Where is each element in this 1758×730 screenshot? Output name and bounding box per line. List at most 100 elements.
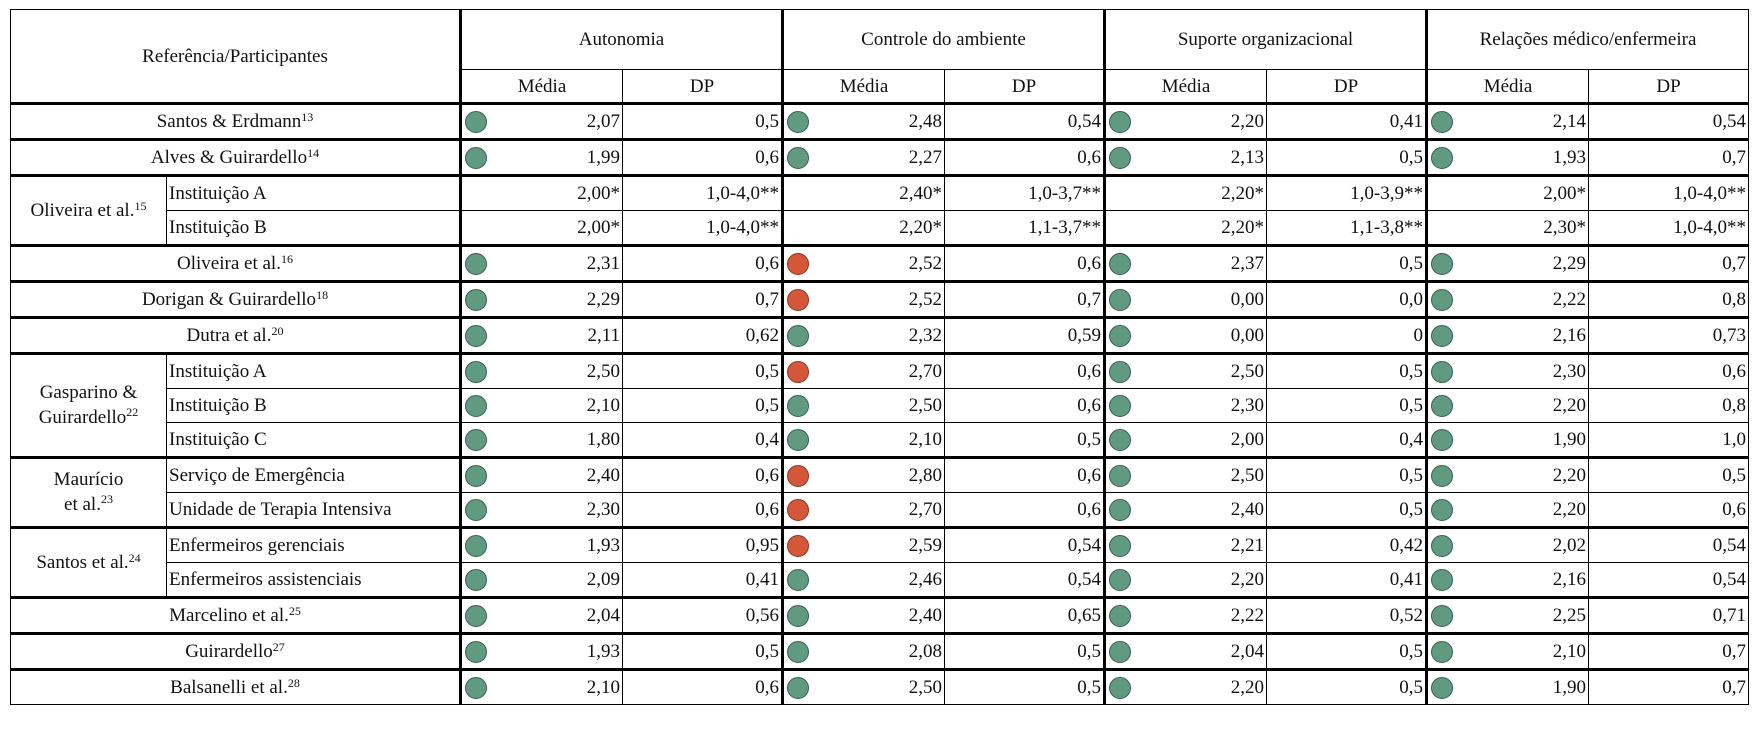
participant-cell: Instituição B [166,210,461,246]
green-dot-icon [465,568,487,591]
media-value: 1,93 [586,641,620,662]
media-cell: 2,20* [1103,174,1267,211]
dp-cell: 0,5 [622,388,783,423]
dp-cell: 0,7 [1588,244,1749,282]
dp-cell: 0,6 [622,138,783,176]
media-value: 2,48 [908,111,942,132]
green-dot-icon [1431,288,1453,311]
dp-cell: 0,6 [1588,492,1749,528]
media-value: 2,40 [908,605,942,626]
table-row: Guirardello27 1,93 0,5 2,08 0,5 2,04 0,5 2,10 0,… [10,632,1749,670]
dp-cell: 0,54 [944,562,1105,598]
dp-cell: 0,7 [1588,632,1749,670]
media-cell: 2,50 [781,668,945,705]
media-value: 2,30 [586,499,620,520]
media-cell: 2,50 [781,388,945,423]
dp-cell: 1,0-3,7** [944,174,1105,211]
media-cell: 1,93 [1425,138,1589,176]
dp-cell: 0,6 [944,138,1105,176]
green-dot-icon [1431,676,1453,699]
dp-cell: 0,6 [622,244,783,282]
media-value: 2,25 [1552,605,1586,626]
dp-cell: 1,0-4,0** [622,210,783,246]
participant-cell: Enfermeiros gerenciais [166,526,461,563]
media-cell: 2,80 [781,456,945,493]
media-cell: 2,20 [1103,102,1267,140]
results-table: Referência/Participantes Autonomia Contr… [10,9,1749,705]
media-value: 2,00* [577,183,620,204]
dp-cell: 0,6 [944,456,1105,493]
participant-cell: Instituição A [166,174,461,211]
participant-cell: Instituição C [166,422,461,458]
media-cell: 2,20 [1425,456,1589,493]
green-dot-icon [1431,394,1453,417]
green-dot-icon [1431,568,1453,591]
table-body: Santos & Erdmann13 2,07 0,5 2,48 0,54 2,20 0,4… [10,102,1749,705]
media-cell: 2,02 [1425,526,1589,563]
dp-cell: 1,0 [1588,422,1749,458]
media-cell: 0,00 [1103,280,1267,318]
media-cell: 2,11 [459,316,623,354]
media-cell: 2,10 [1425,632,1589,670]
dp-cell: 0,73 [1588,316,1749,354]
reference-name: Oliveira et al. [177,253,281,274]
green-dot-icon [1109,428,1131,451]
media-cell: 2,50 [1103,456,1267,493]
media-cell: 2,29 [1425,244,1589,282]
media-value: 2,20* [1221,183,1264,204]
media-value: 2,20* [1221,217,1264,238]
reference-cell: Guirardello27 [10,632,461,670]
green-dot-icon [787,110,809,133]
green-dot-icon [1431,604,1453,627]
dp-cell: 0,4 [622,422,783,458]
dp-cell: 0,5 [1588,456,1749,493]
reference-name: Balsanelli et al. [170,677,288,698]
media-value: 2,30* [1543,217,1586,238]
reference-cell: Santos & Erdmann13 [10,102,461,140]
reference-name: Alves & Guirardello [150,147,308,168]
red-dot-icon [787,288,809,311]
dp-cell: 0,5 [944,668,1105,705]
green-dot-icon [465,498,487,521]
reference-name: Guirardello [38,406,127,428]
media-value: 2,70 [908,499,942,520]
media-value: 2,50 [1230,361,1264,382]
media-value: 2,30 [1552,361,1586,382]
media-value: 2,52 [908,253,942,274]
reference-cell: Dorigan & Guirardello18 [10,280,461,318]
media-value: 1,80 [586,429,620,450]
dp-cell: 0,8 [1588,280,1749,318]
dp-cell: 0,54 [1588,102,1749,140]
dp-cell: 0,6 [944,352,1105,389]
media-value: 2,13 [1230,147,1264,168]
media-value: 2,59 [908,535,942,556]
media-cell: 2,29 [459,280,623,318]
dp-cell: 0,5 [1266,388,1427,423]
green-dot-icon [1109,110,1131,133]
table-row: Instituição B 2,00* 1,0-4,0** 2,20* 1,1-3,7*… [11,210,1749,246]
green-dot-icon [1109,394,1131,417]
reference-name: Marcelino et al. [169,605,289,626]
reference-cell: Balsanelli et al.28 [10,668,461,705]
media-value: 2,16 [1552,569,1586,590]
green-dot-icon [1431,252,1453,275]
green-dot-icon [465,360,487,383]
media-cell: 2,50 [1103,352,1267,389]
reference-superscript: 22 [126,404,139,419]
media-cell: 2,30 [1103,388,1267,423]
media-cell: 1,90 [1425,422,1589,458]
media-value: 0,00 [1230,289,1264,310]
reference-name: Santos & Erdmann [156,111,302,132]
green-dot-icon [1109,640,1131,663]
green-dot-icon [465,252,487,275]
media-value: 2,20 [1230,677,1264,698]
dp-cell: 0,7 [1588,668,1749,705]
green-dot-icon [787,324,809,347]
red-dot-icon [787,534,809,557]
media-cell: 2,04 [459,596,623,634]
media-cell: 2,70 [781,352,945,389]
green-dot-icon [1431,534,1453,557]
dp-cell: 0,7 [1588,138,1749,176]
media-value: 2,10 [1552,641,1586,662]
dp-cell: 0,5 [1266,456,1427,493]
